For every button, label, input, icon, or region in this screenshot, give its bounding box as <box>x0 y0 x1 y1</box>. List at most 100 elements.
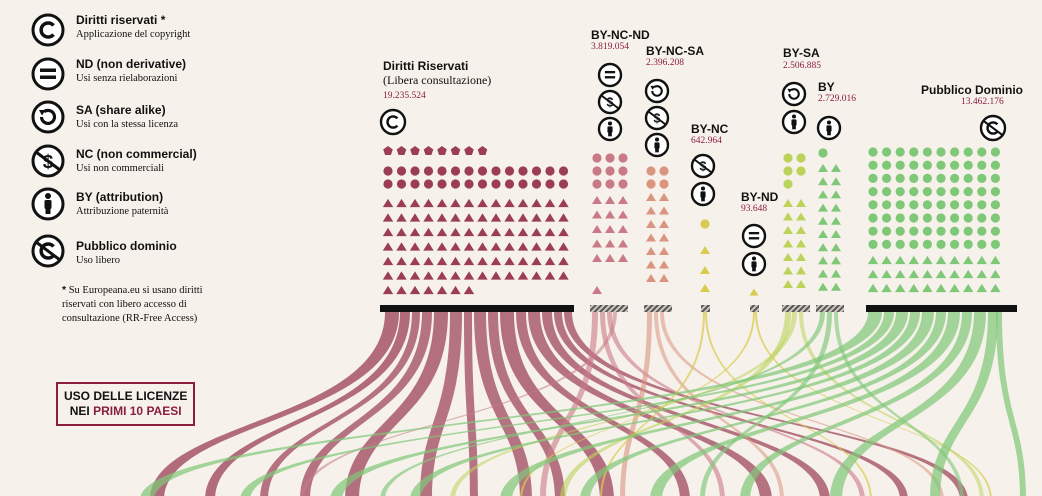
glyph-triangle <box>990 283 1001 293</box>
glyph-triangle <box>382 227 394 237</box>
glyph-triangle <box>463 198 475 208</box>
category-title: BY-SA <box>783 46 820 60</box>
glyph-dot <box>922 200 933 210</box>
equals-icon-glyph <box>748 231 760 235</box>
glyph-triangle <box>436 242 448 251</box>
glyph-dot <box>895 160 905 170</box>
glyph-dot <box>605 166 615 176</box>
footnote-star: * <box>62 284 67 296</box>
glyph-triangle <box>659 193 669 201</box>
attribution-icon-glyph <box>826 120 832 125</box>
glyph-triangle <box>646 233 656 242</box>
glyph-dot <box>592 179 602 189</box>
glyph-triangle <box>477 198 488 208</box>
glyph-triangle <box>517 242 529 251</box>
category-value: 642.964 <box>691 136 722 146</box>
glyph-dot <box>963 200 973 210</box>
glyph-dot <box>990 213 1001 223</box>
baseline <box>866 305 1017 312</box>
glyph-dot <box>868 160 878 170</box>
glyph-triangle <box>618 239 628 248</box>
glyph-dot <box>950 226 960 236</box>
glyph-triangle <box>605 196 615 204</box>
glyph-triangle <box>976 255 987 265</box>
glyph-triangle <box>881 269 892 279</box>
glyph-triangle <box>646 220 656 228</box>
equals-icon <box>597 62 623 88</box>
glyph-triangle <box>382 242 394 251</box>
flow-ribbon <box>996 312 1026 496</box>
baseline <box>380 305 574 312</box>
glyph-dot <box>990 239 1001 249</box>
legend-item-nd <box>30 56 66 97</box>
legend-sub: Usi non commerciali <box>76 163 165 174</box>
legend-sub: Uso libero <box>76 255 121 266</box>
glyph-triangle <box>783 280 793 288</box>
glyph-dot <box>909 226 919 236</box>
glyph-dot <box>977 239 987 249</box>
glyph-triangle <box>646 274 656 282</box>
glyph-triangle <box>831 230 841 238</box>
glyph-triangle <box>531 242 542 251</box>
glyph-triangle <box>450 242 461 251</box>
glyph-triangle <box>558 256 569 266</box>
legend-item-copyright <box>30 12 66 53</box>
glyph-triangle <box>659 233 669 242</box>
glyph-triangle <box>783 212 793 221</box>
glyph-triangle <box>463 242 475 251</box>
attribution-icon-glyph <box>752 265 756 272</box>
glyph-dot <box>922 226 933 236</box>
equals-icon <box>31 57 65 91</box>
glyph-dot <box>936 213 946 223</box>
glyph-dot <box>783 179 793 189</box>
glyph-dot <box>977 173 987 183</box>
glyph-triangle <box>477 271 488 280</box>
glyph-triangle <box>831 243 841 252</box>
glyph-triangle <box>908 283 919 293</box>
legend-title: ND (non derivative) <box>76 57 187 71</box>
glyph-dot <box>909 160 919 170</box>
category-title: Diritti Riservati <box>383 59 469 73</box>
glyph-triangle <box>783 253 793 261</box>
glyph-dot <box>922 160 933 170</box>
glyph-dot <box>410 179 420 189</box>
glyph-dot <box>518 179 528 189</box>
glyph-triangle <box>592 210 602 219</box>
flow-ribbon <box>930 312 998 496</box>
category-value: 3.819.054 <box>591 42 629 52</box>
glyph-triangle <box>783 199 793 207</box>
equals-icon-glyph <box>748 237 760 240</box>
glyph-triangle <box>463 271 475 280</box>
glyph-triangle <box>436 271 448 280</box>
glyph-dot <box>868 187 878 197</box>
glyph-triangle <box>409 256 421 266</box>
public-domain-icon-glyph <box>986 121 999 135</box>
glyph-triangle <box>700 284 710 292</box>
glyph-triangle <box>450 271 461 280</box>
glyph-dot <box>882 239 892 249</box>
glyph-dot <box>504 166 515 176</box>
legend-title: SA (share alike) <box>76 103 166 117</box>
glyph-triangle <box>531 213 542 222</box>
glyph-triangle <box>831 269 841 278</box>
glyph-triangle <box>558 213 569 222</box>
attribution-icon-glyph <box>701 195 705 202</box>
glyph-triangle <box>463 227 475 237</box>
flow-ribbon <box>464 312 478 496</box>
glyph-triangle <box>477 256 488 266</box>
glyph-dot <box>646 179 656 189</box>
glyph-triangle <box>382 198 394 208</box>
attribution-icon-glyph <box>791 114 797 119</box>
glyph-pentagon <box>383 146 393 155</box>
glyph-triangle <box>531 256 542 266</box>
glyph-triangle <box>517 271 529 280</box>
glyph-dot <box>491 179 501 189</box>
flow-ribbon <box>474 312 532 496</box>
glyph-triangle <box>949 283 960 293</box>
glyph-triangle <box>544 242 556 251</box>
glyph-dot <box>963 239 973 249</box>
glyph-dot <box>396 179 407 189</box>
section-label: USO DELLE LICENZE NEI PRIMI 10 PAESI <box>56 382 196 426</box>
legend-title: NC (non commercial) <box>76 147 197 161</box>
